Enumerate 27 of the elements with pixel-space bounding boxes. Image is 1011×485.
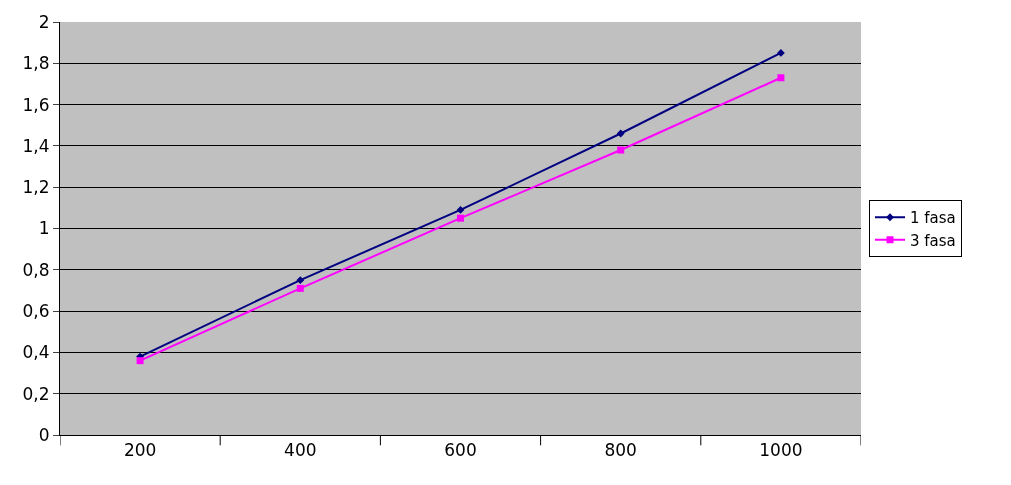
- legend-label: 3 fasa: [910, 231, 956, 250]
- point: [136, 357, 144, 365]
- point: [296, 276, 305, 285]
- point: [616, 129, 625, 138]
- point: [457, 214, 464, 222]
- y-tick-label: 1: [38, 218, 50, 239]
- y-tick-label: 0,8: [22, 259, 50, 280]
- point: [777, 49, 785, 57]
- point: [456, 206, 465, 214]
- y-tick-label: 0,6: [22, 301, 50, 322]
- point: [617, 146, 625, 154]
- x-tick-label: 600: [444, 440, 477, 461]
- y-tick-label: 1,4: [22, 135, 50, 156]
- x-tick-label: 200: [123, 440, 157, 461]
- legend-label: 1 fasa: [910, 209, 956, 228]
- x-tick-label: 800: [604, 440, 637, 461]
- x-tick-label: 1000: [759, 440, 803, 461]
- y-tick-label: 2: [38, 11, 50, 32]
- y-tick-label: 1,8: [22, 53, 50, 74]
- point: [296, 284, 304, 292]
- x-tick-label: 400: [284, 440, 317, 461]
- y-tick-label: 0,2: [22, 383, 50, 404]
- y-tick-label: 1,2: [22, 177, 50, 198]
- y-tick-label: 0: [38, 424, 50, 445]
- y-tick-label: 0,4: [22, 342, 50, 363]
- y-tick-label: 1,6: [22, 94, 50, 115]
- point: [777, 74, 785, 82]
